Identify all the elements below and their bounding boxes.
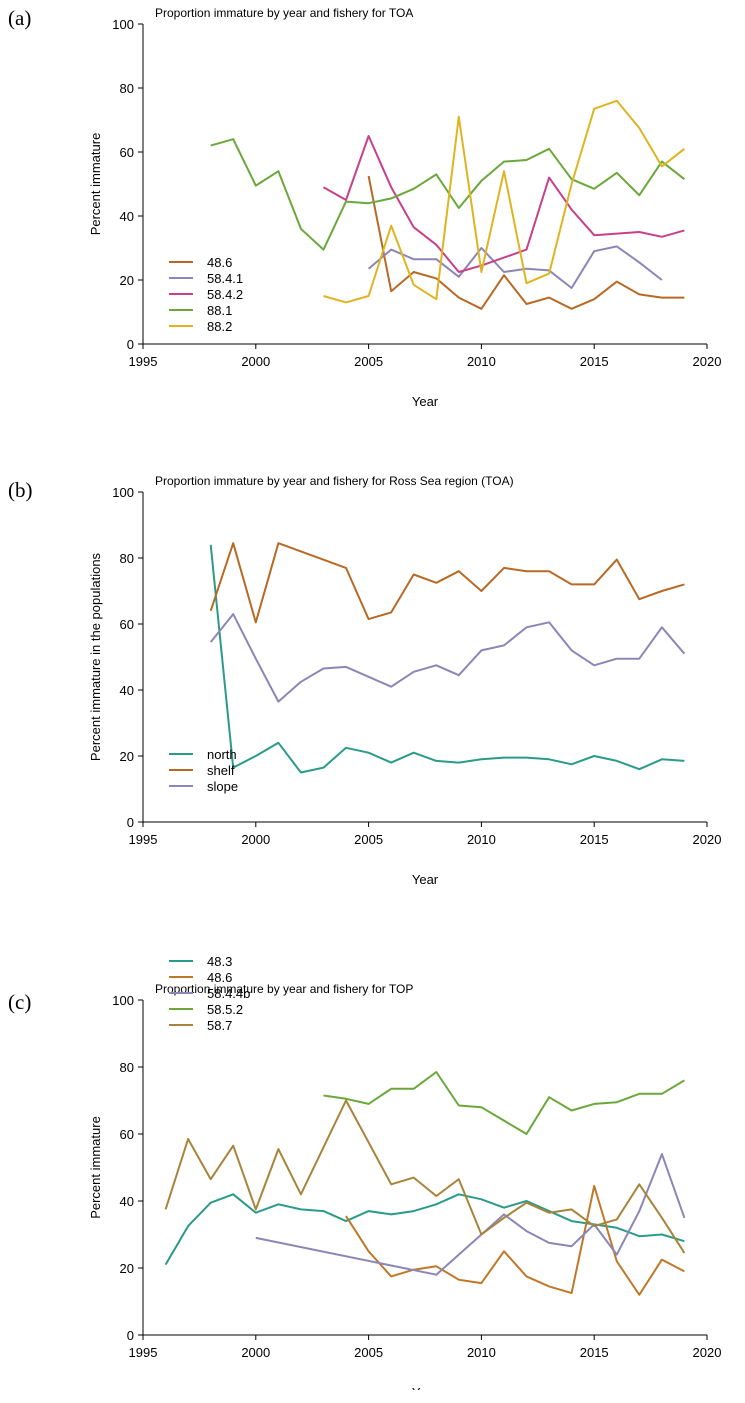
legend-label: 48.6 bbox=[207, 255, 232, 270]
x-tick-label: 2005 bbox=[354, 354, 383, 369]
legend-label: slope bbox=[207, 779, 238, 794]
legend-label: 58.5.2 bbox=[207, 1002, 243, 1017]
series-line-48-6 bbox=[367, 175, 685, 310]
y-axis-label: Percent immature bbox=[88, 1116, 103, 1219]
y-tick-label: 20 bbox=[120, 273, 134, 288]
panel-c-label: (c) bbox=[8, 990, 32, 1014]
y-tick-label: 20 bbox=[120, 1261, 134, 1276]
x-tick-label: 1995 bbox=[129, 832, 158, 847]
series-line-58-7 bbox=[164, 1099, 686, 1254]
y-tick-label: 20 bbox=[120, 749, 134, 764]
x-axis-label: Year bbox=[412, 872, 439, 887]
y-tick-label: 60 bbox=[120, 617, 134, 632]
y-tick-label: 100 bbox=[112, 485, 134, 500]
series-line-48-6 bbox=[345, 1184, 685, 1296]
x-tick-label: 2015 bbox=[580, 354, 609, 369]
legend-label: north bbox=[207, 747, 237, 762]
x-axis-label: Year bbox=[412, 394, 439, 409]
chart-title: Proportion immature by year and fishery … bbox=[155, 474, 514, 488]
y-tick-label: 100 bbox=[112, 17, 134, 32]
y-tick-label: 40 bbox=[120, 209, 134, 224]
legend-label: 48.6 bbox=[207, 970, 232, 985]
y-tick-label: 0 bbox=[127, 337, 134, 352]
panel-b-label: (b) bbox=[8, 478, 33, 502]
series-line-shelf bbox=[209, 542, 685, 624]
y-tick-label: 100 bbox=[112, 993, 134, 1008]
legend-label: 58.7 bbox=[207, 1018, 232, 1033]
legend-label: 88.2 bbox=[207, 319, 232, 334]
x-tick-label: 2015 bbox=[580, 832, 609, 847]
legend-label: shelf bbox=[207, 763, 235, 778]
y-tick-label: 80 bbox=[120, 551, 134, 566]
series-line-58-4-2 bbox=[323, 135, 685, 273]
x-tick-label: 2015 bbox=[580, 1345, 609, 1360]
x-tick-label: 2000 bbox=[241, 354, 270, 369]
legend-label: 48.3 bbox=[207, 954, 232, 969]
x-tick-label: 2005 bbox=[354, 1345, 383, 1360]
x-tick-label: 2020 bbox=[693, 832, 722, 847]
x-tick-label: 2005 bbox=[354, 832, 383, 847]
chart-panel-c: 1995 2000 2005 2010 2015 2020 0 20 40 60 80 100 Prop… bbox=[88, 954, 722, 1390]
chart-title: Proportion immature by year and fishery … bbox=[155, 6, 413, 20]
y-tick-label: 80 bbox=[120, 81, 134, 96]
x-tick-label: 2020 bbox=[693, 1345, 722, 1360]
chart-panel-b: 1995 2000 2005 2010 2015 2020 0 20 40 60 80 100 Prop… bbox=[88, 474, 722, 887]
y-axis-label: Percent immature in the populations bbox=[88, 552, 103, 761]
chart-title: Proportion immature by year and fishery … bbox=[155, 982, 413, 996]
x-tick-label: 1995 bbox=[129, 1345, 158, 1360]
x-tick-label: 2020 bbox=[693, 354, 722, 369]
y-tick-label: 40 bbox=[120, 1194, 134, 1209]
y-tick-label: 40 bbox=[120, 683, 134, 698]
legend-label: 58.4.1 bbox=[207, 271, 243, 286]
series-line-58-4-1 bbox=[367, 245, 663, 289]
x-tick-label: 2000 bbox=[241, 832, 270, 847]
series-line-88-1 bbox=[210, 138, 686, 251]
legend-label: 58.4.4b bbox=[207, 986, 250, 1001]
series-line-north bbox=[209, 544, 685, 774]
y-axis-label: Percent immature bbox=[88, 133, 103, 236]
y-tick-label: 0 bbox=[127, 1328, 134, 1343]
x-tick-label: 2010 bbox=[467, 832, 496, 847]
y-tick-label: 60 bbox=[120, 145, 134, 160]
x-axis-label: Year bbox=[412, 1385, 439, 1390]
x-tick-label: 2010 bbox=[467, 354, 496, 369]
panel-a-label: (a) bbox=[8, 6, 32, 30]
y-tick-label: 80 bbox=[120, 1060, 134, 1075]
chart-panel-a: 1995 2000 2005 2010 2015 2020 0 20 40 60 80 100 Prop… bbox=[88, 6, 722, 409]
y-tick-label: 60 bbox=[120, 1127, 134, 1142]
series-line-58-5-2 bbox=[323, 1071, 685, 1135]
series-line-slope bbox=[209, 613, 686, 703]
x-tick-label: 1995 bbox=[129, 354, 158, 369]
x-tick-label: 2000 bbox=[241, 1345, 270, 1360]
legend-label: 88.1 bbox=[207, 303, 232, 318]
x-tick-label: 2010 bbox=[467, 1345, 496, 1360]
legend-label: 58.4.2 bbox=[207, 287, 243, 302]
y-tick-label: 0 bbox=[127, 815, 134, 830]
series-line-88-2 bbox=[323, 99, 686, 304]
